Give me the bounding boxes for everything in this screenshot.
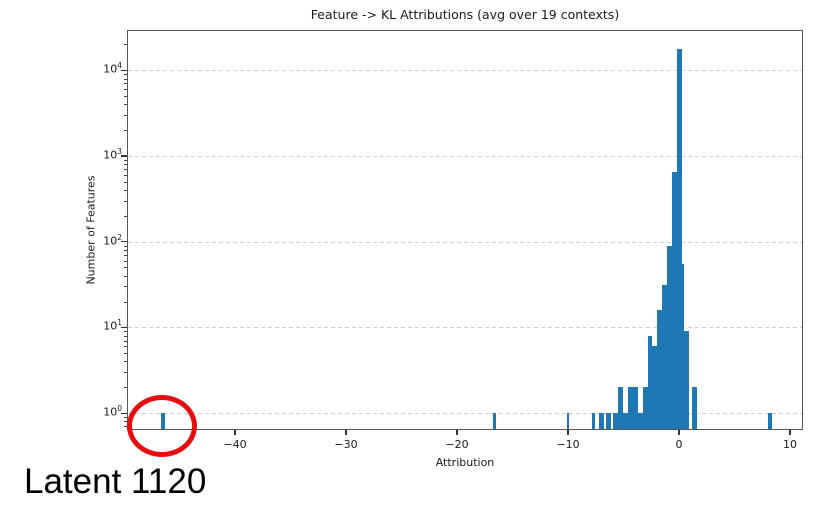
y-minor-tick: [123, 215, 127, 217]
y-minor-tick: [123, 181, 127, 183]
histogram-bar: [566, 413, 570, 429]
histogram-bar: [657, 309, 663, 429]
histogram-bar: [768, 413, 772, 429]
histogram-bar: [493, 413, 497, 429]
x-axis-label: Attribution: [435, 456, 495, 469]
histogram-bar: [627, 387, 633, 429]
y-tick-label: 101: [103, 318, 122, 333]
y-gridline: [128, 327, 802, 329]
y-minor-tick: [123, 169, 127, 171]
y-minor-tick: [123, 416, 127, 418]
histogram-bar: [667, 245, 673, 429]
x-tick-label: 0: [675, 438, 683, 451]
y-minor-tick: [123, 200, 127, 202]
histogram-bar: [622, 413, 628, 429]
y-minor-tick: [123, 245, 127, 247]
y-minor-tick: [123, 361, 127, 363]
x-tick-label: 10: [783, 438, 797, 451]
y-gridline: [128, 70, 802, 72]
y-minor-tick: [123, 286, 127, 288]
x-tick-label: −30: [334, 438, 358, 451]
x-major-tick: [234, 430, 236, 435]
y-gridline: [128, 413, 802, 414]
y-minor-tick: [123, 353, 127, 355]
histogram-bar: [632, 387, 638, 429]
histogram-bar: [591, 413, 596, 429]
plot-area: [127, 30, 803, 430]
histogram-bar: [684, 331, 690, 429]
histogram-bar: [598, 413, 604, 429]
y-minor-tick: [123, 254, 127, 256]
x-major-tick: [789, 430, 791, 435]
y-axis-label: Number of Features: [84, 175, 98, 285]
histogram-bar: [677, 49, 683, 429]
x-tick-label: −10: [556, 438, 580, 451]
y-minor-tick: [123, 331, 127, 333]
x-major-tick: [567, 430, 569, 435]
y-major-tick: [121, 412, 127, 414]
y-minor-tick: [123, 74, 127, 76]
outlier-circle-annotation: [127, 395, 197, 457]
y-tick-label: 104: [103, 61, 122, 76]
y-minor-tick: [123, 340, 127, 342]
y-minor-tick: [123, 249, 127, 251]
y-minor-tick: [123, 89, 127, 91]
y-tick-label: 102: [103, 232, 122, 248]
x-major-tick: [678, 430, 680, 435]
y-major-tick: [121, 241, 127, 243]
y-minor-tick: [123, 78, 127, 80]
x-major-tick: [456, 430, 458, 435]
histogram-bar: [672, 171, 678, 429]
y-minor-tick: [123, 104, 127, 106]
y-minor-tick: [123, 346, 127, 348]
y-major-tick: [121, 326, 127, 329]
y-minor-tick: [123, 164, 127, 166]
y-major-tick: [121, 155, 127, 157]
latent-annotation-label: Latent 1120: [24, 462, 207, 501]
y-minor-tick: [123, 83, 127, 85]
y-minor-tick: [123, 159, 127, 161]
histogram-bar: [662, 285, 668, 429]
y-tick-label: 100: [103, 404, 122, 419]
histogram-bar: [617, 387, 623, 429]
y-minor-tick: [123, 260, 127, 262]
y-minor-tick: [123, 190, 127, 191]
y-minor-tick: [123, 115, 127, 116]
y-minor-tick: [123, 275, 127, 277]
histogram-bar: [642, 387, 648, 429]
y-gridline: [128, 241, 802, 243]
histogram-bar: [606, 413, 611, 429]
y-major-tick: [121, 69, 127, 72]
y-minor-tick: [123, 301, 127, 303]
histogram-bar: [637, 413, 643, 429]
chart-title: Feature -> KL Attributions (avg over 19 …: [310, 7, 620, 22]
y-minor-tick: [123, 426, 127, 428]
y-minor-tick: [123, 95, 127, 97]
y-gridline: [128, 155, 802, 157]
histogram-bar: [612, 413, 618, 429]
histogram-bar: [691, 387, 697, 429]
y-minor-tick: [123, 44, 127, 46]
y-minor-tick: [123, 130, 127, 132]
x-major-tick: [345, 430, 347, 435]
histogram-bar: [647, 335, 653, 429]
x-tick-label: −20: [445, 438, 469, 451]
y-minor-tick: [123, 267, 127, 269]
y-minor-tick: [123, 335, 127, 337]
histogram-bar: [652, 346, 658, 429]
histogram-bar: [681, 263, 685, 429]
y-minor-tick: [123, 372, 127, 374]
y-minor-tick: [123, 174, 127, 176]
y-tick-label: 103: [103, 146, 122, 162]
y-minor-tick: [123, 387, 127, 389]
y-minor-tick: [123, 421, 127, 423]
x-tick-label: −40: [223, 438, 247, 451]
